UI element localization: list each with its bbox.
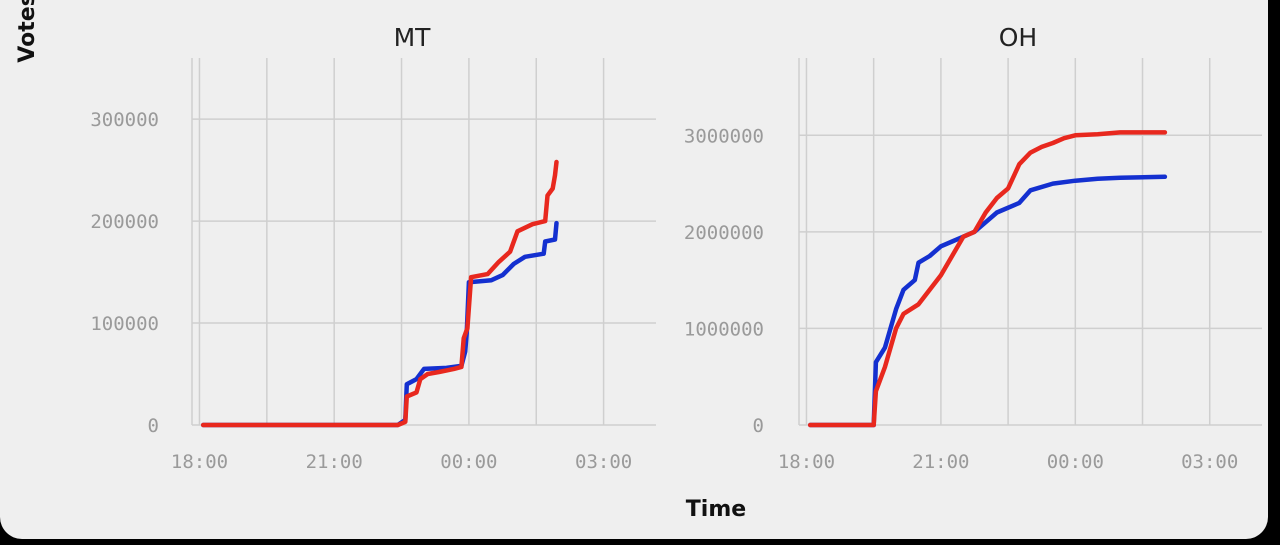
panel-oh: OH 0 1000000 2000000 3000000 18:00 21:00 00:00 0… xyxy=(684,23,1262,473)
x-tick-label: 21:00 xyxy=(306,451,363,473)
y-tick-label: 100000 xyxy=(90,313,159,335)
panel-title: OH xyxy=(999,23,1037,52)
y-tick-label: 200000 xyxy=(90,211,159,233)
x-axis-title: Time xyxy=(686,497,746,522)
y-tick-label: 0 xyxy=(753,415,764,437)
blue-series-line xyxy=(807,174,1168,428)
blue-series-line xyxy=(200,220,559,428)
x-tick-label: 00:00 xyxy=(440,451,497,473)
votes-over-time-chart: MT 0 100000 200000 300000 18:00 21:00 00:00 03:0… xyxy=(15,0,1262,522)
chart-card: MT 0 100000 200000 300000 18:00 21:00 00:00 03:0… xyxy=(0,0,1268,539)
x-tick-label: 18:00 xyxy=(171,451,228,473)
x-tick-label: 03:00 xyxy=(1181,451,1238,473)
x-tick-label: 00:00 xyxy=(1047,451,1104,473)
panel-mt: MT 0 100000 200000 300000 18:00 21:00 00:00 03:0… xyxy=(90,23,656,473)
y-tick-label: 2000000 xyxy=(684,222,764,244)
y-tick-label: 3000000 xyxy=(684,125,764,147)
x-tick-label: 18:00 xyxy=(778,451,835,473)
x-tick-label: 21:00 xyxy=(912,451,969,473)
y-axis-title: Votes xyxy=(15,0,40,63)
red-series-line xyxy=(200,159,559,428)
x-tick-label: 03:00 xyxy=(575,451,632,473)
panel-title: MT xyxy=(394,23,432,52)
y-tick-label: 0 xyxy=(148,415,159,437)
y-tick-label: 300000 xyxy=(90,109,159,131)
red-series-line xyxy=(807,130,1168,428)
y-tick-label: 1000000 xyxy=(684,318,764,340)
